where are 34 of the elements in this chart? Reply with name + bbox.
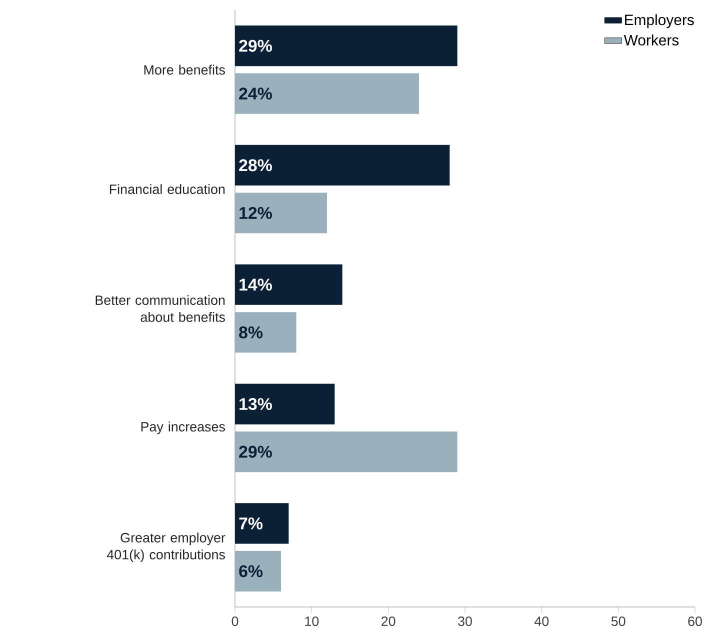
bar xyxy=(234,192,327,234)
y-tick-label: Greater employer 401(k) contributions xyxy=(106,532,226,562)
bar xyxy=(234,312,296,353)
data-label: 28% xyxy=(239,159,272,172)
bar xyxy=(234,144,450,186)
bar xyxy=(234,264,342,305)
data-label: 24% xyxy=(239,88,272,100)
bar xyxy=(234,73,419,114)
y-tick-label: Financial education xyxy=(110,184,225,194)
y-tick-label: Pay increases xyxy=(141,422,225,434)
x-tick-label: 40 xyxy=(534,616,549,626)
x-tick-label: 20 xyxy=(382,616,396,626)
bar xyxy=(234,26,458,66)
data-label: 29% xyxy=(239,40,272,52)
data-label: 29% xyxy=(239,446,272,458)
data-label: 12% xyxy=(240,207,272,219)
x-tick-label: 0 xyxy=(232,616,238,626)
y-tick-label: Better communication about benefits xyxy=(96,295,225,322)
data-label: 14% xyxy=(240,278,272,291)
x-tick-label: 50 xyxy=(611,616,626,626)
bar xyxy=(234,503,289,544)
data-label: 7% xyxy=(239,517,263,530)
data-label: 8% xyxy=(239,326,263,338)
legend-label: Employers xyxy=(625,14,694,28)
bar xyxy=(234,384,335,424)
legend-label: Workers xyxy=(624,34,679,46)
data-label: 6% xyxy=(239,565,263,578)
x-tick-label: 30 xyxy=(458,616,472,626)
data-label: 13% xyxy=(240,398,272,410)
x-tick-label: 60 xyxy=(688,616,702,626)
y-tick-label: More benefits xyxy=(144,64,225,75)
x-tick-label: 10 xyxy=(305,616,319,626)
bar xyxy=(234,431,458,472)
bar xyxy=(234,550,281,592)
